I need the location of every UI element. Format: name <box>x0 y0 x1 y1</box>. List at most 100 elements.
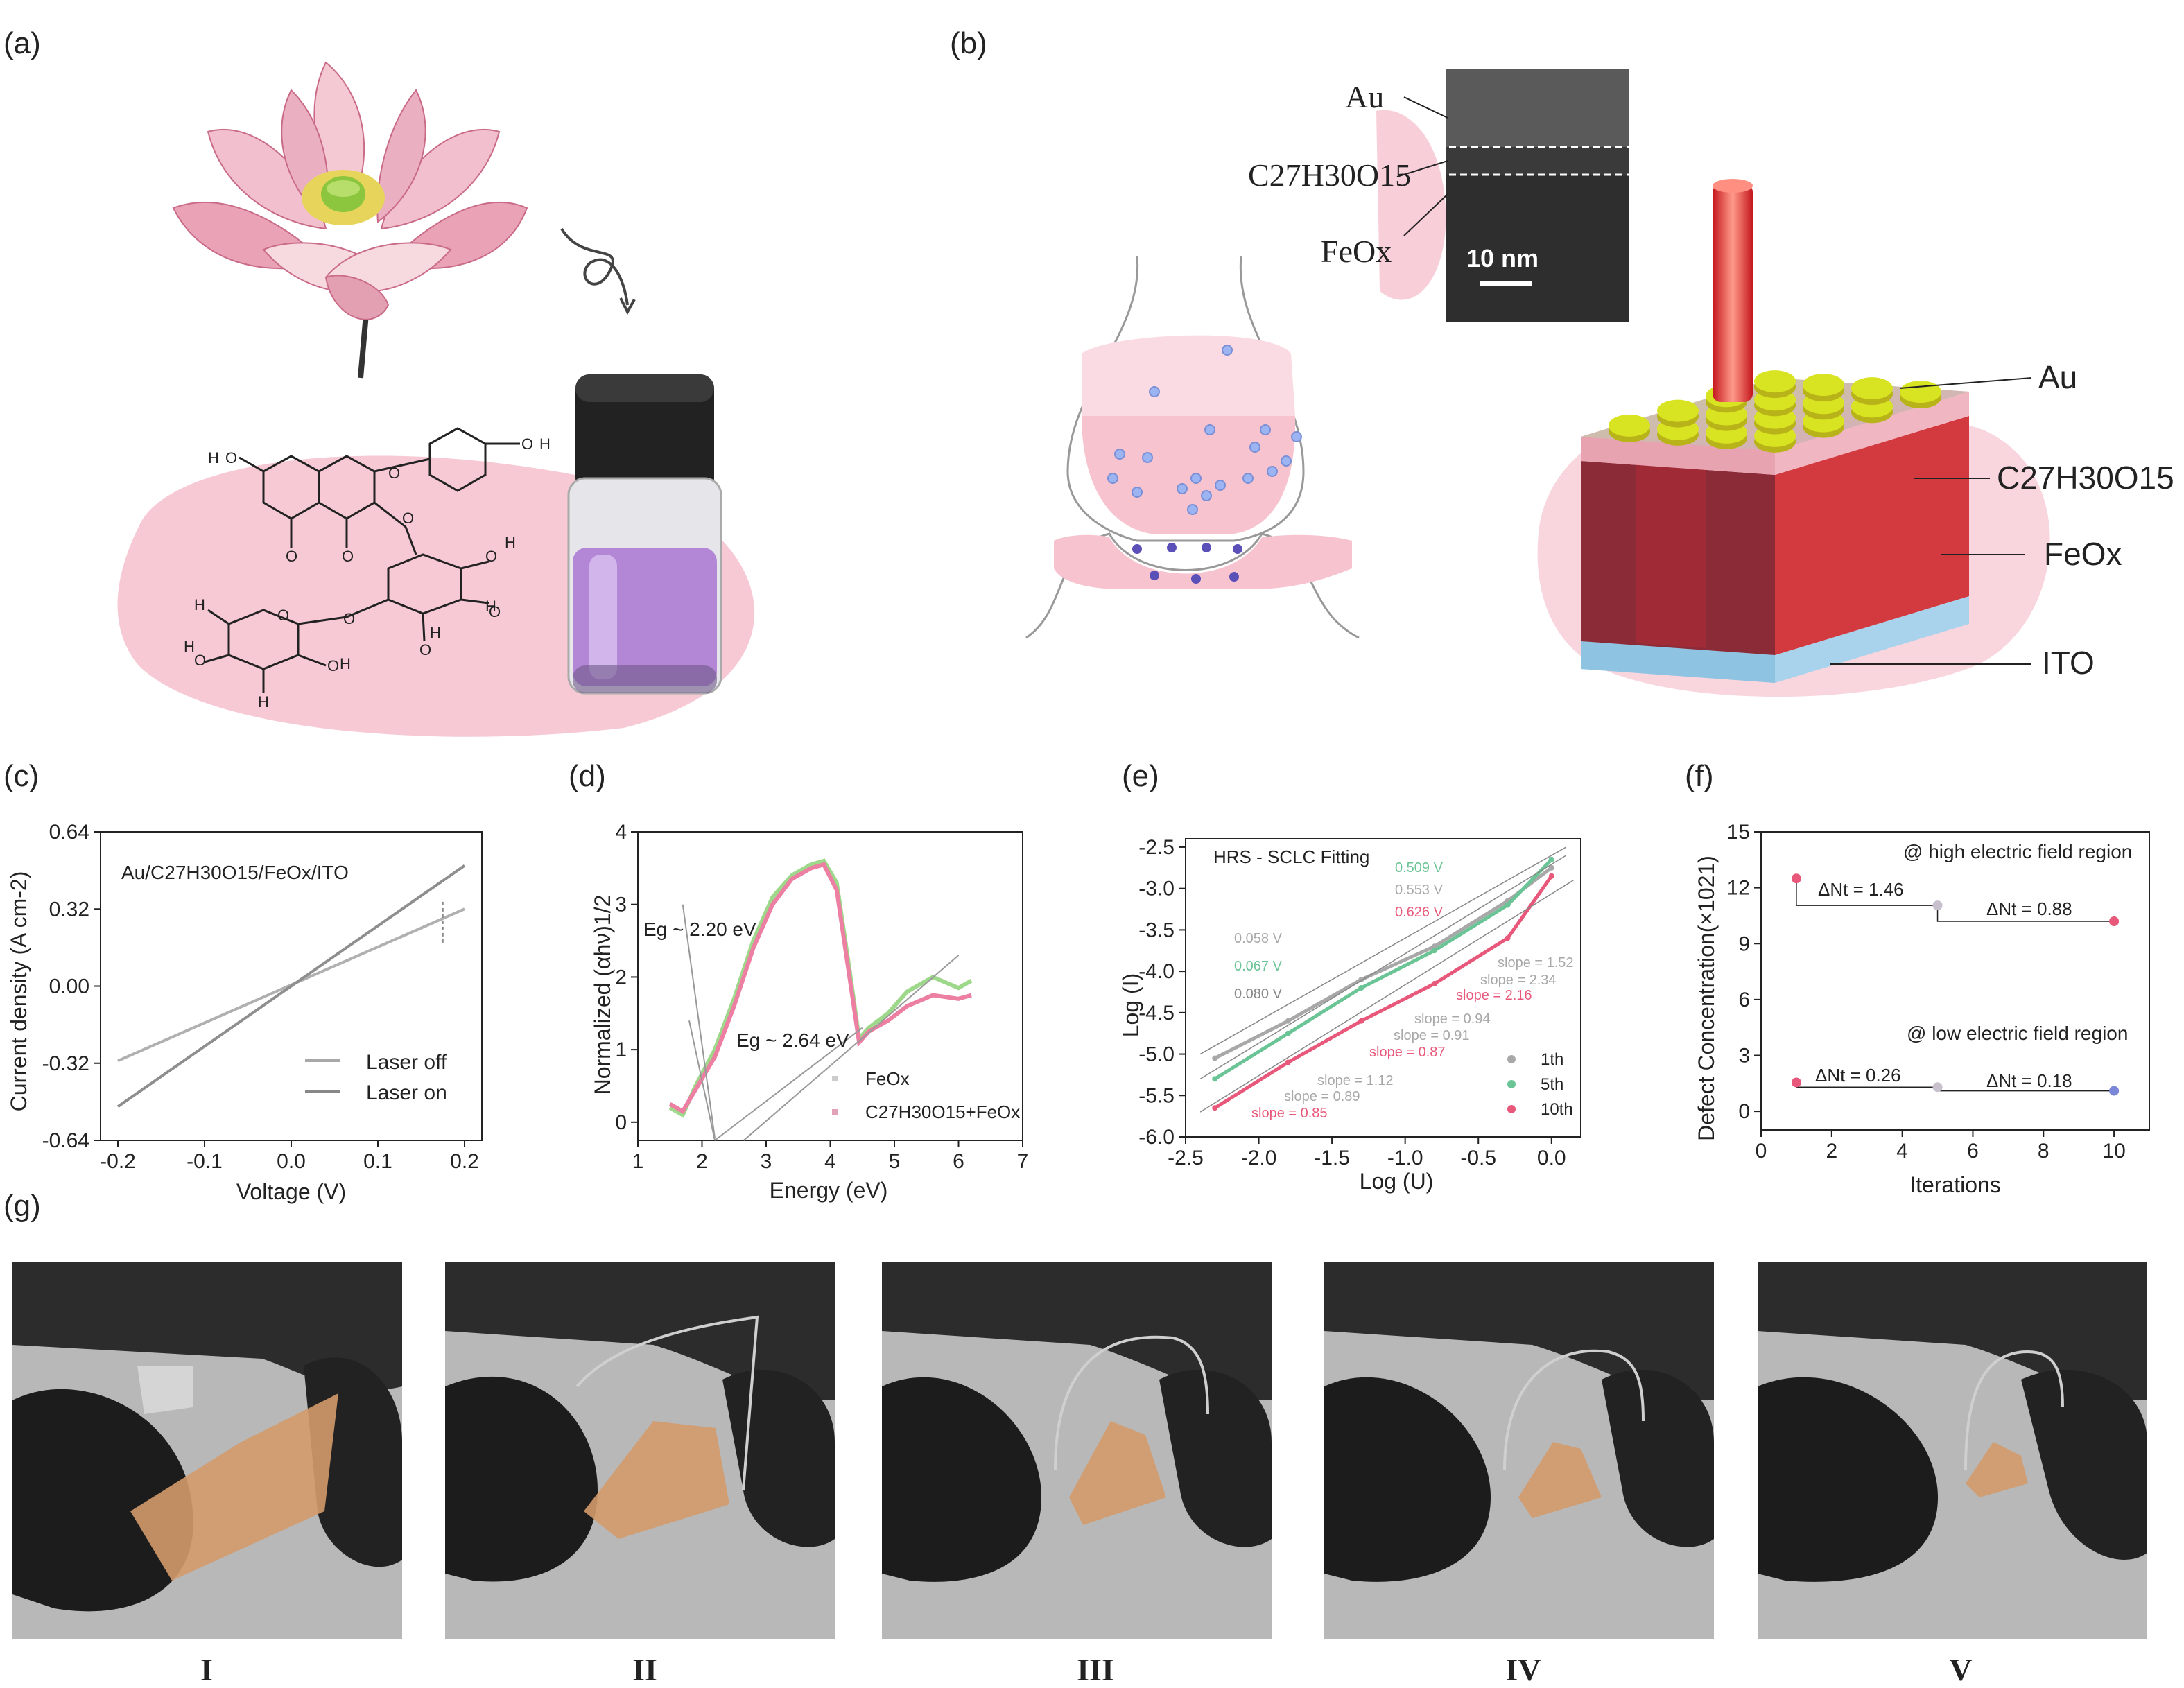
chem-atom: O <box>388 464 400 482</box>
data-point <box>1505 935 1511 941</box>
x-tick-label: 7 <box>1017 1150 1029 1173</box>
chem-atom: O <box>343 610 355 627</box>
chart-e-vlabel: 0.626 V <box>1395 905 1444 920</box>
y-tick-label: 1 <box>615 1038 627 1061</box>
plot-frame <box>1185 838 1581 1138</box>
panel-label-a: (a) <box>3 26 41 60</box>
x-tick-label: 10 <box>2102 1140 2125 1163</box>
series-line-1 <box>116 864 466 1108</box>
x-tick-label: 5 <box>889 1150 901 1173</box>
photo-label-2: II <box>632 1652 657 1687</box>
chart-c-legend-0: Laser off <box>366 1051 447 1074</box>
photo-label-3: III <box>1077 1652 1114 1687</box>
x-tick-label: 8 <box>2038 1140 2049 1163</box>
chem-atom: H <box>194 596 205 614</box>
data-point <box>1548 864 1554 871</box>
y-tick-label: 0 <box>1738 1100 1750 1123</box>
panel-label-c: (c) <box>3 759 40 793</box>
chem-atom: O <box>489 603 501 620</box>
step-line <box>1796 878 1938 906</box>
y-tick-label: 3 <box>1738 1045 1750 1068</box>
data-point <box>1548 873 1554 879</box>
chem-atom: O <box>521 435 533 453</box>
data-point <box>2109 1086 2120 1096</box>
chart-f-annotation: ΔNt = 0.18 <box>1986 1070 2072 1091</box>
x-tick-label: 6 <box>1967 1140 1979 1163</box>
data-point <box>1505 902 1511 908</box>
x-tick-label: -1.5 <box>1314 1147 1350 1169</box>
data-point <box>1932 1082 1943 1093</box>
panel-label-g: (g) <box>3 1189 41 1223</box>
scale-bar <box>1480 281 1532 286</box>
panel-b-illustration: 10 nm Au C27H30O15 FeOx <box>1025 69 2174 697</box>
lotus-flower-icon <box>172 61 528 379</box>
data-point <box>1431 981 1437 987</box>
chart-f-xlabel: Iterations <box>1909 1172 2001 1197</box>
device-stack-illustration <box>1537 179 2050 697</box>
chart-e-slope: slope = 0.85 <box>1251 1106 1328 1121</box>
au-electrode <box>1851 377 1893 400</box>
y-tick-label: 12 <box>1727 877 1750 900</box>
y-tick-label: -4.5 <box>1138 1002 1175 1025</box>
y-tick-label: -0.32 <box>42 1052 89 1075</box>
chart-e-vlabel: 0.067 V <box>1234 959 1283 974</box>
data-point <box>1548 856 1554 862</box>
chart-e-legend-1: 5th <box>1541 1075 1563 1094</box>
y-tick-label: 0 <box>615 1111 627 1134</box>
data-point <box>1212 1055 1218 1061</box>
chart-e-legend-0: 1th <box>1541 1050 1563 1069</box>
chart-d-ylabel: Normalized (αhν)1/2 <box>590 895 615 1095</box>
y-tick-label: 3 <box>615 894 627 916</box>
chart-f-annotation: ΔNt = 0.88 <box>1986 898 2072 919</box>
x-tick-label: 6 <box>953 1150 964 1173</box>
chart-e: -2.5 -2.0 -1.5 -1.0 -0.5 0.0 -2.5 -3.0 -3.5 -4.0 -… <box>1118 836 1581 1194</box>
chart-e-slope: slope = 2.16 <box>1456 988 1532 1003</box>
photo-flexible-device-3 <box>882 1262 1272 1639</box>
y-tick-label: 4 <box>615 821 627 844</box>
chart-d-xlabel: Energy (eV) <box>770 1178 888 1203</box>
chart-e-slope: slope = 0.94 <box>1414 1011 1491 1027</box>
chart-f-annotation: ΔNt = 1.46 <box>1818 879 1904 900</box>
fit-line <box>1199 846 1567 1055</box>
x-tick-label: -2.0 <box>1241 1147 1277 1169</box>
vial-icon <box>567 374 722 695</box>
series-line-2 <box>1213 875 1553 1110</box>
device-label-ito: ITO <box>2042 645 2095 681</box>
chem-atom: H <box>184 638 195 655</box>
tem-image: 10 nm <box>1376 69 1629 322</box>
chem-atom: H <box>258 693 269 711</box>
x-tick-label: 4 <box>1896 1140 1908 1163</box>
chem-atom: O <box>485 548 497 565</box>
photo-flexible-device-1 <box>12 1262 402 1639</box>
chem-atom: O <box>277 607 289 624</box>
chem-atom: H <box>539 435 551 453</box>
x-tick-label: -2.5 <box>1168 1147 1204 1169</box>
chem-atom: O <box>342 548 354 565</box>
y-tick-label: 9 <box>1738 932 1750 955</box>
chem-atom: H <box>485 598 496 615</box>
x-tick-label: -0.1 <box>187 1150 223 1173</box>
step-line <box>1936 905 2115 922</box>
au-electrode <box>1900 381 1941 403</box>
chart-d-annotation-0: Eg ~ 2.20 eV <box>643 919 756 940</box>
data-point <box>1431 948 1437 954</box>
photo-flexible-device-2 <box>445 1262 835 1639</box>
fit-line <box>1199 855 1567 1080</box>
x-tick-label: 0.0 <box>1537 1147 1566 1169</box>
x-tick-label: -0.5 <box>1460 1147 1496 1169</box>
curly-arrow-icon <box>560 227 629 306</box>
laser-beam <box>1713 184 1753 402</box>
y-tick-label: -5.0 <box>1138 1043 1175 1066</box>
series-line-1 <box>668 862 972 1115</box>
chart-c-xlabel: Voltage (V) <box>236 1179 346 1204</box>
panel-a-illustration: H O O H O O O O H H O O H H O O O H H H … <box>117 61 755 737</box>
chem-atom: O <box>286 548 297 565</box>
chart-c-ylabel: Current density (A cm-2) <box>6 871 31 1112</box>
y-tick-label: -5.5 <box>1138 1084 1175 1107</box>
y-tick-label: 0.64 <box>49 821 89 844</box>
data-point <box>1285 1018 1291 1024</box>
y-tick-label: -3.5 <box>1138 919 1175 941</box>
panel-label-b: (b) <box>950 26 987 60</box>
photo-flexible-device-4 <box>1324 1262 1714 1639</box>
photo-label-5: V <box>1949 1652 1973 1687</box>
